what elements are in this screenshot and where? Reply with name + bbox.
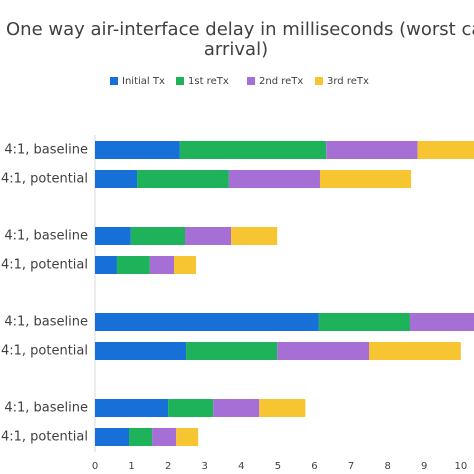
bar-segment — [149, 256, 175, 274]
legend-label: Initial Tx — [122, 76, 165, 87]
chart-subtitle: arrival) — [204, 39, 268, 60]
legend-label: 3rd reTx — [327, 76, 369, 87]
category-label: 4:1, potential — [1, 430, 88, 445]
x-tick-label: 7 — [348, 461, 354, 472]
x-tick-label: 0 — [92, 461, 98, 472]
x-tick-label: 1 — [128, 461, 134, 472]
x-tick-label: 6 — [311, 461, 317, 472]
category-label: 4:1, potential — [1, 172, 88, 187]
bar-segment — [95, 399, 169, 417]
bar-segment — [179, 141, 327, 159]
legend-label: 1st reTx — [188, 76, 229, 87]
x-tick-label: 5 — [275, 461, 281, 472]
bar-segment — [277, 342, 370, 360]
legend-swatch — [247, 77, 255, 85]
bar-segment — [319, 170, 412, 188]
bar-segment — [130, 227, 185, 245]
bar-segment — [168, 399, 214, 417]
category-label: 4:1, baseline — [4, 401, 88, 416]
category-label: 4:1, potential — [1, 258, 88, 273]
x-tick-label: 4 — [238, 461, 244, 472]
bar-segment — [137, 170, 229, 188]
bar-segment — [116, 256, 150, 274]
category-label: 4:1, baseline — [4, 143, 88, 158]
x-tick-label: 2 — [165, 461, 171, 472]
bar-segment — [231, 227, 278, 245]
bar-segment — [95, 256, 117, 274]
legend-label: 2nd reTx — [259, 76, 303, 87]
x-tick-label: 3 — [202, 461, 208, 472]
bar-segment — [213, 399, 260, 417]
bar-segment — [184, 227, 232, 245]
x-tick-label: 8 — [384, 461, 390, 472]
bar-segment — [176, 428, 199, 446]
bar-segment — [95, 428, 130, 446]
bar-segment — [95, 227, 131, 245]
bar-segment — [228, 170, 320, 188]
legend-swatch — [176, 77, 184, 85]
legend-swatch — [110, 77, 118, 85]
bar-segment — [95, 342, 187, 360]
x-tick-label: 10 — [454, 461, 467, 472]
bar-segment — [318, 313, 410, 331]
bar-segment — [95, 313, 319, 331]
bar-segment — [326, 141, 418, 159]
bar-segment — [259, 399, 306, 417]
bar-segment — [95, 170, 138, 188]
category-label: 4:1, potential — [1, 344, 88, 359]
bar-segment — [369, 342, 461, 360]
bar-segment — [417, 141, 474, 159]
category-label: 4:1, baseline — [4, 229, 88, 244]
bar-segment — [95, 141, 180, 159]
bar-segment — [129, 428, 153, 446]
category-label: 4:1, baseline — [4, 315, 88, 330]
chart-title: One way air-interface delay in milliseco… — [6, 19, 474, 40]
bar-segment — [409, 313, 474, 331]
bar-segment — [174, 256, 196, 274]
bar-segment — [152, 428, 177, 446]
x-tick-label: 9 — [421, 461, 427, 472]
legend-swatch — [315, 77, 323, 85]
bar-segment — [186, 342, 278, 360]
